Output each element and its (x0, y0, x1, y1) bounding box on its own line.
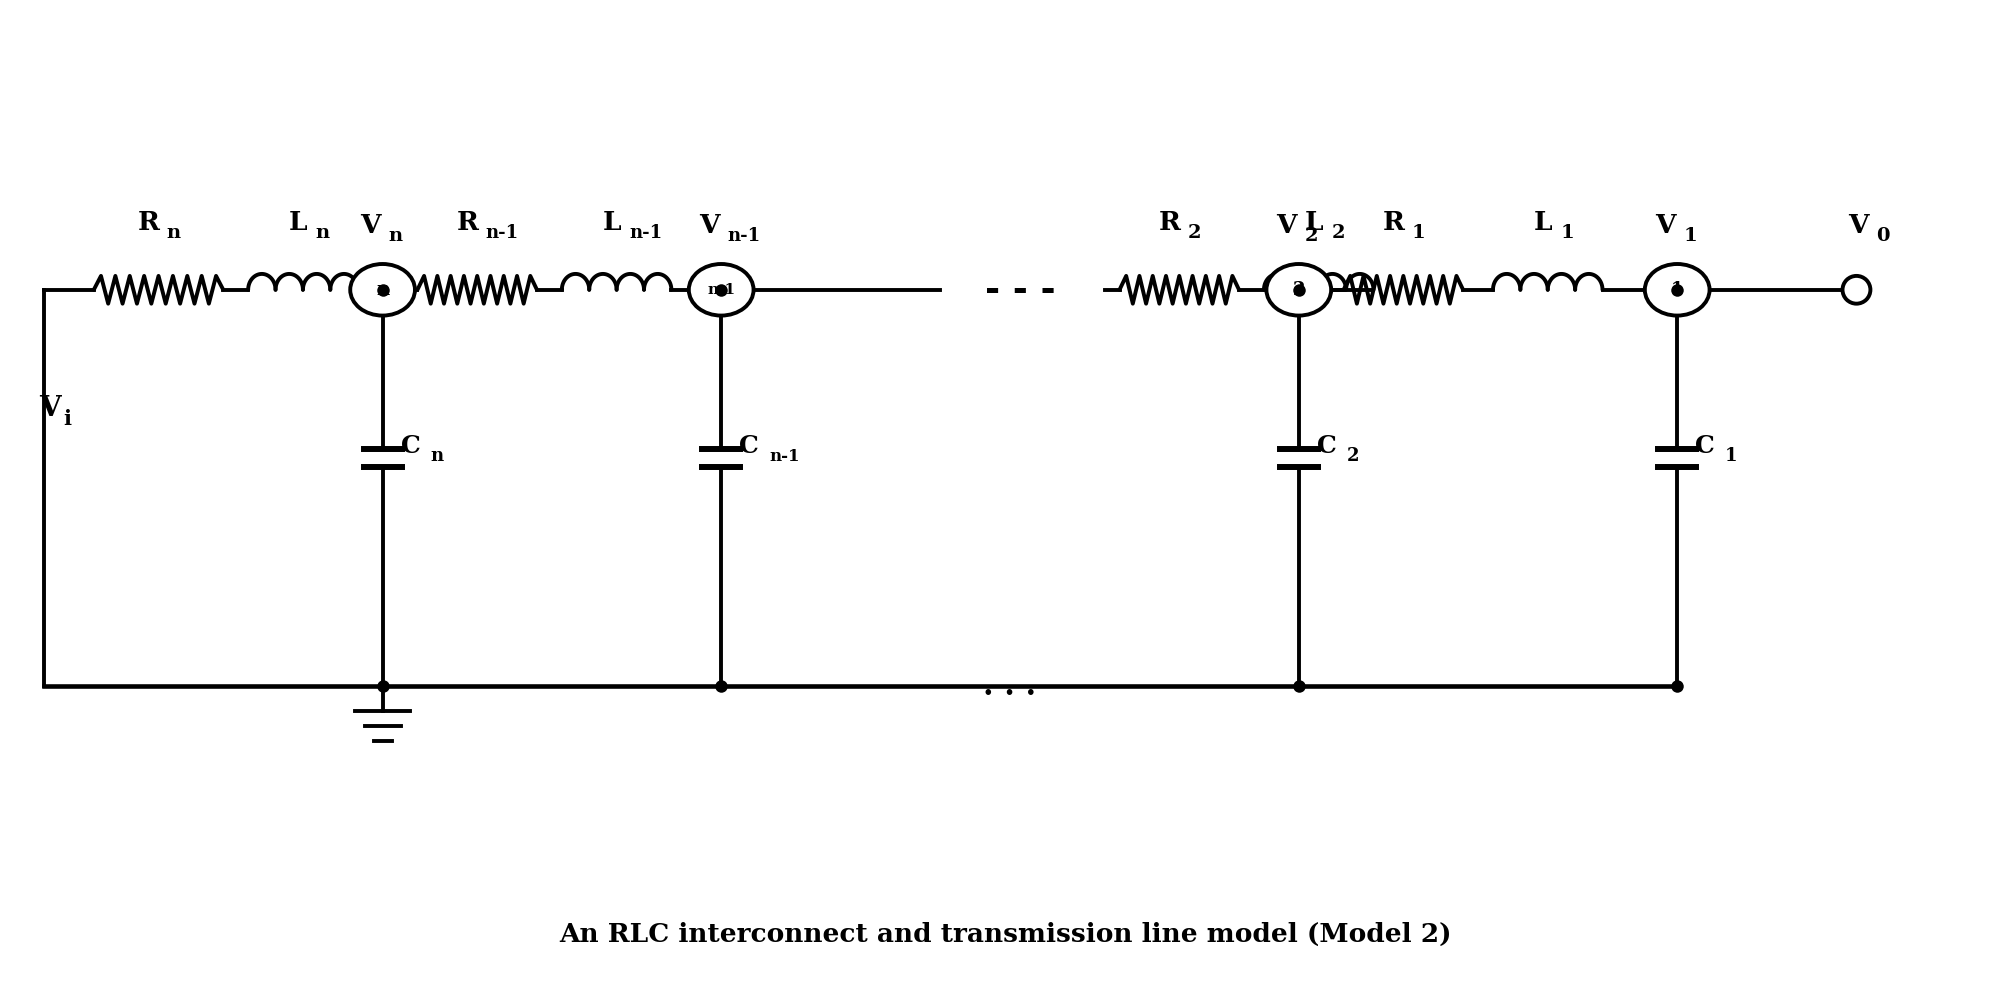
Text: R: R (1159, 211, 1181, 235)
Text: 2: 2 (1292, 281, 1306, 298)
Text: V: V (698, 214, 720, 238)
Text: n: n (167, 224, 181, 242)
Text: 1: 1 (1410, 224, 1424, 242)
Text: R: R (1382, 211, 1404, 235)
Text: C: C (400, 434, 421, 459)
Text: V: V (360, 214, 380, 238)
Text: n: n (431, 448, 443, 466)
Text: V: V (38, 395, 60, 422)
Text: C: C (1316, 434, 1336, 459)
Text: 2: 2 (1304, 227, 1318, 245)
Text: L: L (288, 211, 308, 235)
Text: n-1: n-1 (485, 224, 519, 242)
Text: V: V (1276, 214, 1298, 238)
Text: n-1: n-1 (706, 283, 734, 296)
Text: 1: 1 (1670, 281, 1684, 298)
Text: . . .: . . . (984, 671, 1036, 702)
Text: 1: 1 (1684, 227, 1696, 245)
Text: C: C (738, 434, 759, 459)
Text: L: L (1533, 211, 1551, 235)
Text: n-1: n-1 (726, 227, 761, 245)
Text: 2: 2 (1332, 224, 1346, 242)
Text: R: R (137, 211, 159, 235)
Text: - - -: - - - (984, 273, 1054, 306)
Text: V: V (1656, 214, 1676, 238)
Text: L: L (1304, 211, 1324, 235)
Text: 1: 1 (1561, 224, 1575, 242)
Ellipse shape (1266, 264, 1332, 316)
Text: R: R (457, 211, 479, 235)
Ellipse shape (688, 264, 754, 316)
Text: An RLC interconnect and transmission line model (Model 2): An RLC interconnect and transmission lin… (559, 922, 1453, 947)
Text: C: C (1696, 434, 1714, 459)
Ellipse shape (350, 264, 414, 316)
Text: n-1: n-1 (769, 448, 799, 465)
Text: 1: 1 (1724, 448, 1738, 466)
Circle shape (1843, 276, 1871, 303)
Text: 0: 0 (1877, 227, 1889, 245)
Text: n: n (376, 281, 388, 298)
Text: V: V (1849, 214, 1869, 238)
Text: n: n (388, 227, 402, 245)
Text: 2: 2 (1187, 224, 1201, 242)
Ellipse shape (1646, 264, 1710, 316)
Text: n: n (316, 224, 330, 242)
Text: n-1: n-1 (630, 224, 662, 242)
Text: L: L (602, 211, 622, 235)
Text: i: i (62, 408, 70, 428)
Text: 2: 2 (1346, 448, 1358, 466)
